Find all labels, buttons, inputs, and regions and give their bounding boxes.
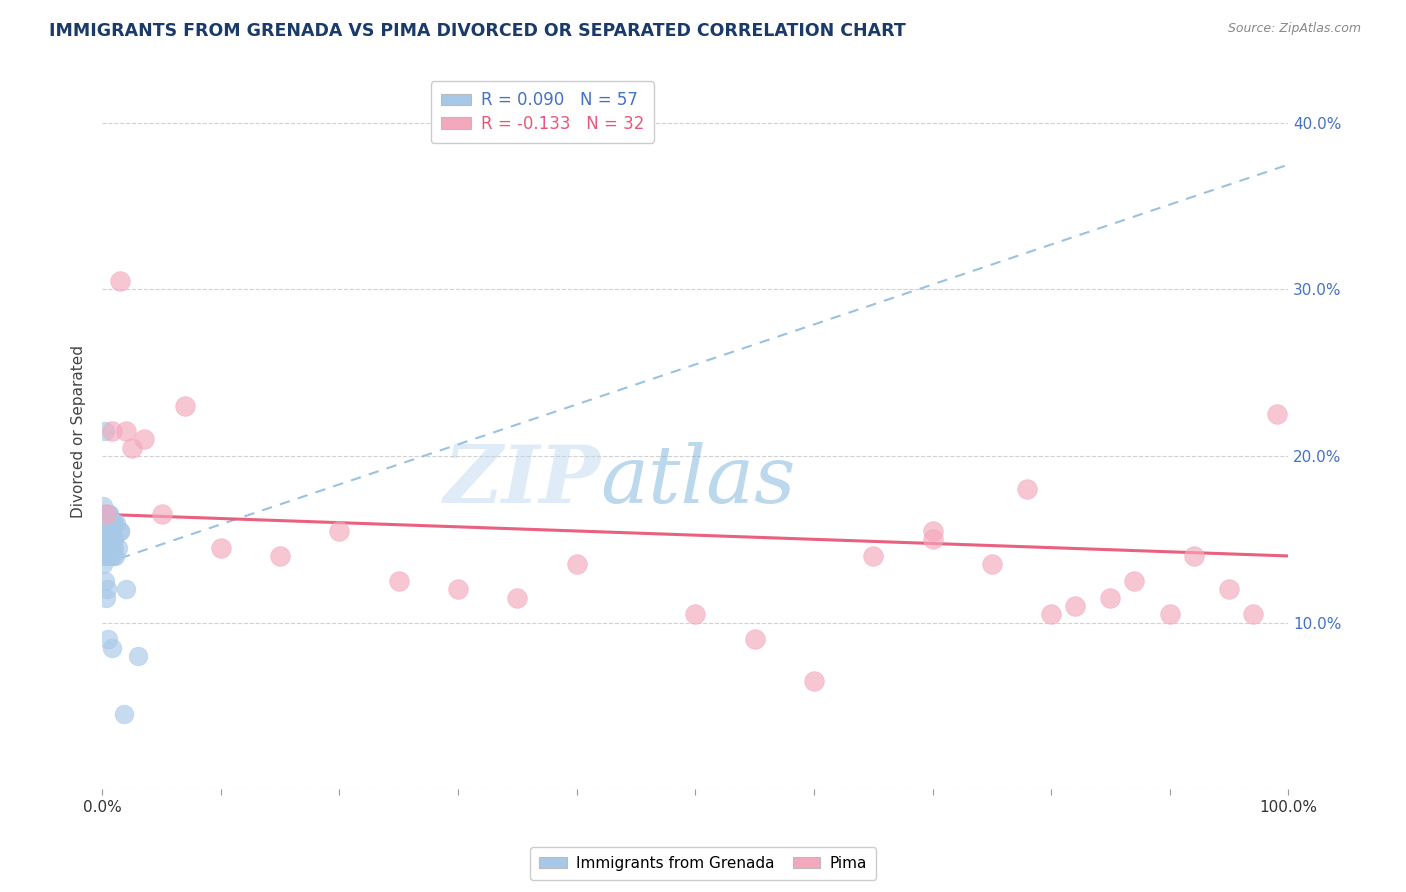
Point: [744, 632, 766, 647]
Point: [100, 541, 122, 555]
Point: [100, 541, 122, 555]
Point: [132, 433, 155, 447]
Legend: Immigrants from Grenada, Pima: Immigrants from Grenada, Pima: [530, 847, 876, 880]
Point: [1265, 408, 1288, 422]
Point: [100, 640, 122, 655]
Point: [269, 549, 291, 563]
Point: [174, 399, 197, 413]
Point: [100, 424, 122, 438]
Point: [1064, 599, 1087, 613]
Point: [98, 508, 121, 522]
Point: [921, 524, 943, 538]
Point: [1040, 607, 1063, 622]
Point: [1159, 607, 1181, 622]
Point: [103, 516, 125, 530]
Point: [94, 516, 117, 530]
Point: [94, 516, 117, 530]
Point: [388, 574, 411, 588]
Point: [93, 499, 115, 513]
Point: [93, 424, 115, 438]
Point: [93, 516, 115, 530]
Text: atlas: atlas: [600, 442, 796, 520]
Point: [100, 524, 122, 538]
Text: Source: ZipAtlas.com: Source: ZipAtlas.com: [1227, 22, 1361, 36]
Point: [121, 441, 143, 455]
Point: [94, 508, 117, 522]
Point: [685, 607, 707, 622]
Point: [1182, 549, 1205, 563]
Point: [93, 524, 115, 538]
Point: [93, 524, 115, 538]
Point: [862, 549, 884, 563]
Point: [447, 582, 470, 597]
Point: [100, 541, 122, 555]
Point: [150, 508, 173, 522]
Point: [1017, 483, 1039, 497]
Point: [100, 549, 122, 563]
Point: [93, 549, 115, 563]
Point: [98, 541, 121, 555]
Point: [209, 541, 232, 555]
Point: [1099, 591, 1122, 605]
Point: [94, 591, 117, 605]
Point: [127, 648, 149, 663]
Point: [921, 533, 943, 547]
Point: [96, 533, 118, 547]
Point: [96, 524, 118, 538]
Point: [1241, 607, 1264, 622]
Point: [93, 558, 115, 572]
Point: [94, 533, 117, 547]
Point: [1123, 574, 1146, 588]
Point: [328, 524, 350, 538]
Point: [93, 574, 115, 588]
Point: [101, 516, 124, 530]
Point: [115, 582, 138, 597]
Point: [94, 524, 117, 538]
Point: [108, 524, 131, 538]
Point: [96, 549, 118, 563]
Point: [104, 549, 127, 563]
Legend: R = 0.090   N = 57, R = -0.133   N = 32: R = 0.090 N = 57, R = -0.133 N = 32: [430, 81, 654, 143]
Point: [100, 524, 122, 538]
Point: [565, 558, 588, 572]
Text: ZIP: ZIP: [443, 442, 600, 520]
Point: [93, 524, 115, 538]
Point: [980, 558, 1002, 572]
Point: [97, 549, 120, 563]
Point: [506, 591, 529, 605]
Text: IMMIGRANTS FROM GRENADA VS PIMA DIVORCED OR SEPARATED CORRELATION CHART: IMMIGRANTS FROM GRENADA VS PIMA DIVORCED…: [49, 22, 905, 40]
Point: [108, 274, 131, 288]
Point: [98, 524, 121, 538]
Y-axis label: Divorced or Separated: Divorced or Separated: [72, 344, 86, 517]
Point: [103, 533, 125, 547]
Point: [93, 524, 115, 538]
Point: [96, 541, 118, 555]
Point: [101, 516, 124, 530]
Point: [112, 707, 135, 722]
Point: [105, 516, 128, 530]
Point: [93, 508, 115, 522]
Point: [98, 508, 121, 522]
Point: [103, 541, 125, 555]
Point: [97, 533, 120, 547]
Point: [97, 632, 120, 647]
Point: [108, 524, 131, 538]
Point: [107, 541, 129, 555]
Point: [103, 533, 125, 547]
Point: [100, 533, 122, 547]
Point: [1218, 582, 1240, 597]
Point: [96, 582, 118, 597]
Point: [98, 533, 121, 547]
Point: [115, 424, 138, 438]
Point: [97, 508, 120, 522]
Point: [100, 524, 122, 538]
Point: [94, 516, 117, 530]
Point: [101, 549, 124, 563]
Point: [97, 533, 120, 547]
Point: [803, 673, 825, 688]
Point: [97, 516, 120, 530]
